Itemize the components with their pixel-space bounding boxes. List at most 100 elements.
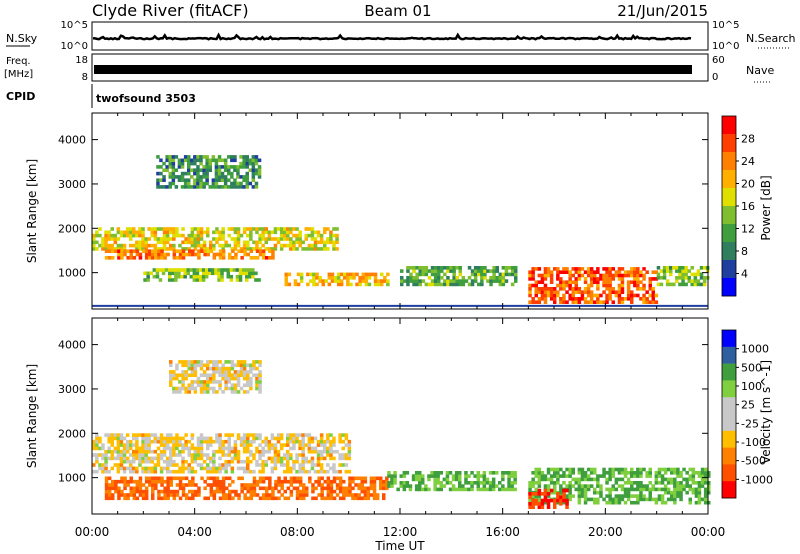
heatmap-cell [178, 390, 182, 394]
nsky-tick-high: 10^5 [61, 20, 88, 31]
heatmap-cell [642, 267, 646, 271]
heatmap-cell [626, 290, 631, 294]
heatmap-cell [679, 494, 683, 498]
colorbar-swatch [722, 116, 736, 135]
heatmap-cell [501, 276, 506, 280]
heatmap-cell [129, 233, 133, 238]
heatmap-cell [169, 376, 173, 381]
colorbar-tick-label: -500 [741, 455, 766, 468]
heatmap-cell [242, 240, 247, 245]
heatmap-cell [236, 227, 241, 231]
heatmap-cell [313, 469, 318, 474]
heatmap-cell [402, 471, 407, 475]
heatmap-cell [150, 227, 154, 231]
heatmap-cell [418, 279, 422, 283]
heatmap-cell [199, 386, 204, 391]
heatmap-cell [286, 443, 290, 447]
heatmap-cell [235, 268, 240, 272]
heatmap-cell [174, 175, 179, 179]
heatmap-cell [191, 249, 195, 253]
heatmap-cell [310, 459, 315, 464]
heatmap-cell [227, 436, 231, 441]
heatmap-cell [151, 489, 155, 494]
heatmap-cell [190, 161, 194, 166]
heatmap-cell [249, 386, 253, 391]
heatmap-cell [304, 443, 308, 447]
heatmap-cell [221, 466, 225, 471]
heatmap-cell [301, 439, 305, 444]
heatmap-cell [344, 436, 349, 441]
heatmap-cell [504, 471, 508, 475]
heatmap-cell [116, 247, 121, 251]
heatmap-cell [540, 273, 545, 278]
heatmap-cell [323, 469, 327, 474]
heatmap-cell [267, 443, 272, 447]
heatmap-cell [679, 474, 683, 478]
heatmap-cell [656, 266, 661, 270]
heatmap-cell [190, 456, 195, 461]
heatmap-cell [630, 467, 634, 472]
heatmap-cell [144, 240, 148, 245]
heatmap-cell [630, 494, 634, 498]
heatmap-cell [242, 165, 246, 169]
heatmap-cell [286, 463, 290, 467]
heatmap-cell [299, 279, 304, 283]
heatmap-cell [202, 439, 207, 444]
heatmap-cell [537, 505, 542, 509]
heatmap-cell [264, 230, 268, 235]
heatmap-cell [129, 489, 133, 494]
heatmap-cell [537, 474, 542, 478]
heatmap-cell [135, 433, 139, 437]
heatmap-cell [249, 383, 253, 387]
heatmap-cell [144, 256, 149, 260]
heatmap-cell [633, 280, 637, 284]
heatmap-cell [166, 483, 170, 487]
heatmap-cell [528, 505, 532, 509]
heatmap-cell [630, 290, 634, 294]
heatmap-cell [651, 277, 655, 281]
heatmap-cell [196, 185, 200, 189]
heatmap-cell [249, 483, 254, 487]
heatmap-cell [306, 282, 310, 287]
heatmap-cell [217, 165, 222, 169]
heatmap-cell [218, 489, 223, 494]
heatmap-cell [251, 178, 256, 182]
heatmap-cell [583, 280, 588, 284]
heatmap-cell [193, 168, 197, 172]
heatmap-cell [507, 477, 511, 482]
heatmap-cell [568, 494, 572, 498]
heatmap-cell [323, 227, 327, 231]
heatmap-cell [156, 185, 160, 189]
heatmap-cell [316, 463, 321, 467]
heatmap-cell [684, 272, 688, 277]
heatmap-cell [160, 489, 164, 494]
heatmap-cell [221, 486, 226, 491]
heatmap-cell [559, 484, 563, 488]
heatmap-cell [669, 266, 673, 270]
heatmap-cell [586, 267, 591, 271]
heatmap-cell [245, 181, 249, 186]
heatmap-cell [335, 237, 339, 241]
heatmap-cell [577, 494, 582, 498]
heatmap-cell [310, 466, 315, 471]
heatmap-cell [528, 487, 532, 492]
heatmap-cell [332, 436, 336, 441]
heatmap-cell [267, 233, 272, 238]
heatmap-cell [248, 181, 253, 186]
heatmap-cell [593, 477, 597, 482]
heatmap-cell [218, 373, 222, 377]
colorbar-tick-label: 16 [741, 200, 755, 213]
heatmap-cell [556, 267, 560, 271]
heatmap-cell [568, 297, 572, 301]
heatmap-cell [292, 433, 296, 437]
heatmap-cell [169, 363, 173, 368]
heatmap-cell [648, 293, 652, 298]
heatmap-cell [289, 433, 293, 437]
heatmap-cell [168, 274, 172, 279]
heatmap-cell [279, 443, 284, 447]
heatmap-cell [187, 240, 191, 245]
heatmap-cell [329, 240, 333, 245]
heatmap-cell [295, 439, 299, 444]
heatmap-cell [223, 178, 228, 182]
heatmap-cell [202, 436, 207, 441]
